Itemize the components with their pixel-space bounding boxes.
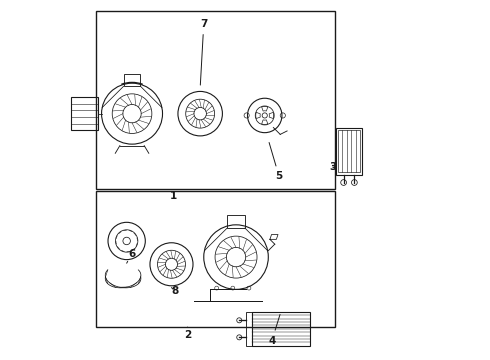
Bar	[338, 130, 360, 172]
Text: 8: 8	[172, 286, 179, 296]
Text: 6: 6	[126, 248, 136, 263]
Text: 7: 7	[200, 19, 207, 85]
Text: 3: 3	[329, 162, 337, 172]
Bar	[96, 12, 335, 189]
Text: 4: 4	[268, 314, 280, 346]
Bar	[252, 312, 310, 346]
Bar	[245, 312, 252, 346]
Bar	[123, 74, 141, 86]
Bar	[96, 191, 335, 327]
Bar	[336, 128, 363, 175]
Text: 1: 1	[170, 191, 177, 201]
Text: 5: 5	[269, 143, 283, 181]
Text: 2: 2	[184, 327, 191, 340]
Bar	[227, 215, 245, 228]
Bar	[71, 97, 98, 130]
